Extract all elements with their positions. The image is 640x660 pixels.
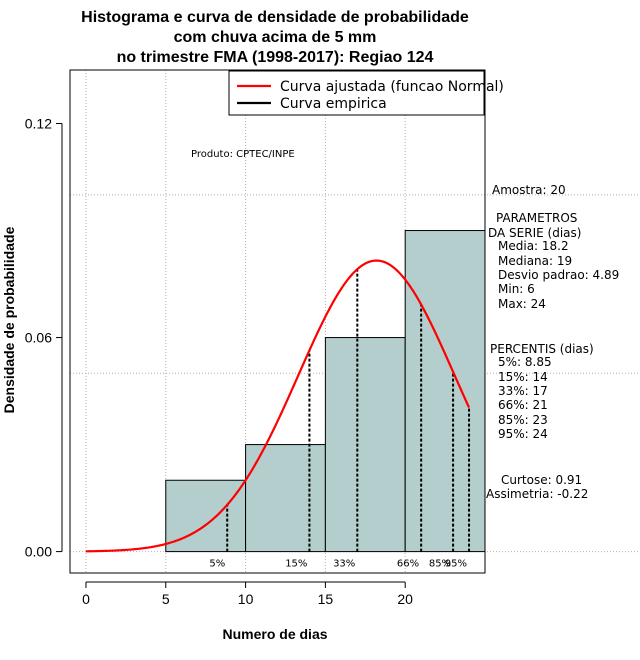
x-axis-label: Numero de dias xyxy=(222,626,327,642)
x-tick-label-0: 0 xyxy=(82,591,90,607)
params-title-2: DA SERIE (dias) xyxy=(488,226,581,240)
histogram-bars xyxy=(165,230,486,553)
x-tick-label-2: 10 xyxy=(238,591,254,607)
legend-label-fit: Curva ajustada (funcao Normal) xyxy=(280,79,504,95)
param-min: Min: 6 xyxy=(498,282,535,296)
histogram-bar-1 xyxy=(245,444,326,553)
side-panel: Amostra: 20 PARAMETROS DA SERIE (dias) M… xyxy=(486,183,619,501)
y-tick-label-0: 0.00 xyxy=(25,544,52,560)
percentile-label-1: 15% xyxy=(285,559,307,570)
legend-box xyxy=(228,70,485,116)
percentile-label-5: 95% xyxy=(445,559,467,570)
percentile-label-2: 33% xyxy=(333,559,355,570)
legend: Curva ajustada (funcao Normal) Curva emp… xyxy=(228,70,504,116)
percentile-label-0: 5% xyxy=(209,559,225,570)
percentis-title: PERCENTIS (dias) xyxy=(490,342,594,356)
fit-curve-normal xyxy=(85,259,471,553)
percentil-95: 95%: 24 xyxy=(498,427,548,441)
y-axis: 0.00 0.06 0.12 xyxy=(25,116,63,560)
x-tick-label-4: 20 xyxy=(397,591,413,607)
y-axis-label: Densidade de probabilidade xyxy=(1,226,17,413)
param-desvio: Desvio padrao: 4.89 xyxy=(498,268,619,282)
percentil-85: 85%: 23 xyxy=(498,413,548,427)
percentil-33: 33%: 17 xyxy=(498,384,548,398)
histogram-bar-3 xyxy=(404,230,486,553)
histogram-bar-0 xyxy=(165,479,247,553)
x-tick-label-3: 15 xyxy=(318,591,334,607)
percentile-label-3: 66% xyxy=(397,559,419,570)
param-max: Max: 24 xyxy=(498,297,546,311)
chart-title-line-2: com chuva acima de 5 mm xyxy=(174,29,377,46)
source-label: Produto: CPTEC/INPE xyxy=(191,149,295,160)
param-media: Media: 18.2 xyxy=(498,239,569,253)
x-tick-label-1: 5 xyxy=(162,591,170,607)
chart-title-line-1: Histograma e curva de densidade de proba… xyxy=(81,9,469,26)
plot-frame xyxy=(69,69,486,574)
percentile-label-4: 85% xyxy=(429,559,451,570)
percentile-lines: 5% 15% 33% 66% 85%95% xyxy=(209,269,471,570)
legend-label-empirical: Curva empirica xyxy=(280,96,387,112)
y-tick-label-2: 0.12 xyxy=(25,116,52,132)
histogram-bar-2 xyxy=(324,337,406,553)
chart-title-line-3: no trimestre FMA (1998-2017): Regiao 124 xyxy=(117,49,434,66)
param-mediana: Mediana: 19 xyxy=(498,254,572,268)
percentil-15: 15%: 14 xyxy=(498,370,548,384)
percentil-5: 5%: 8.85 xyxy=(498,355,552,369)
y-tick-label-1: 0.06 xyxy=(25,330,52,346)
percentil-66: 66%: 21 xyxy=(498,398,548,412)
params-title-1: PARAMETROS xyxy=(496,211,577,225)
sample-size: Amostra: 20 xyxy=(492,183,566,197)
curtose: Curtose: 0.91 xyxy=(501,473,582,487)
x-axis: 0 5 10 15 20 xyxy=(82,581,413,607)
assimetria: Assimetria: -0.22 xyxy=(486,487,588,501)
